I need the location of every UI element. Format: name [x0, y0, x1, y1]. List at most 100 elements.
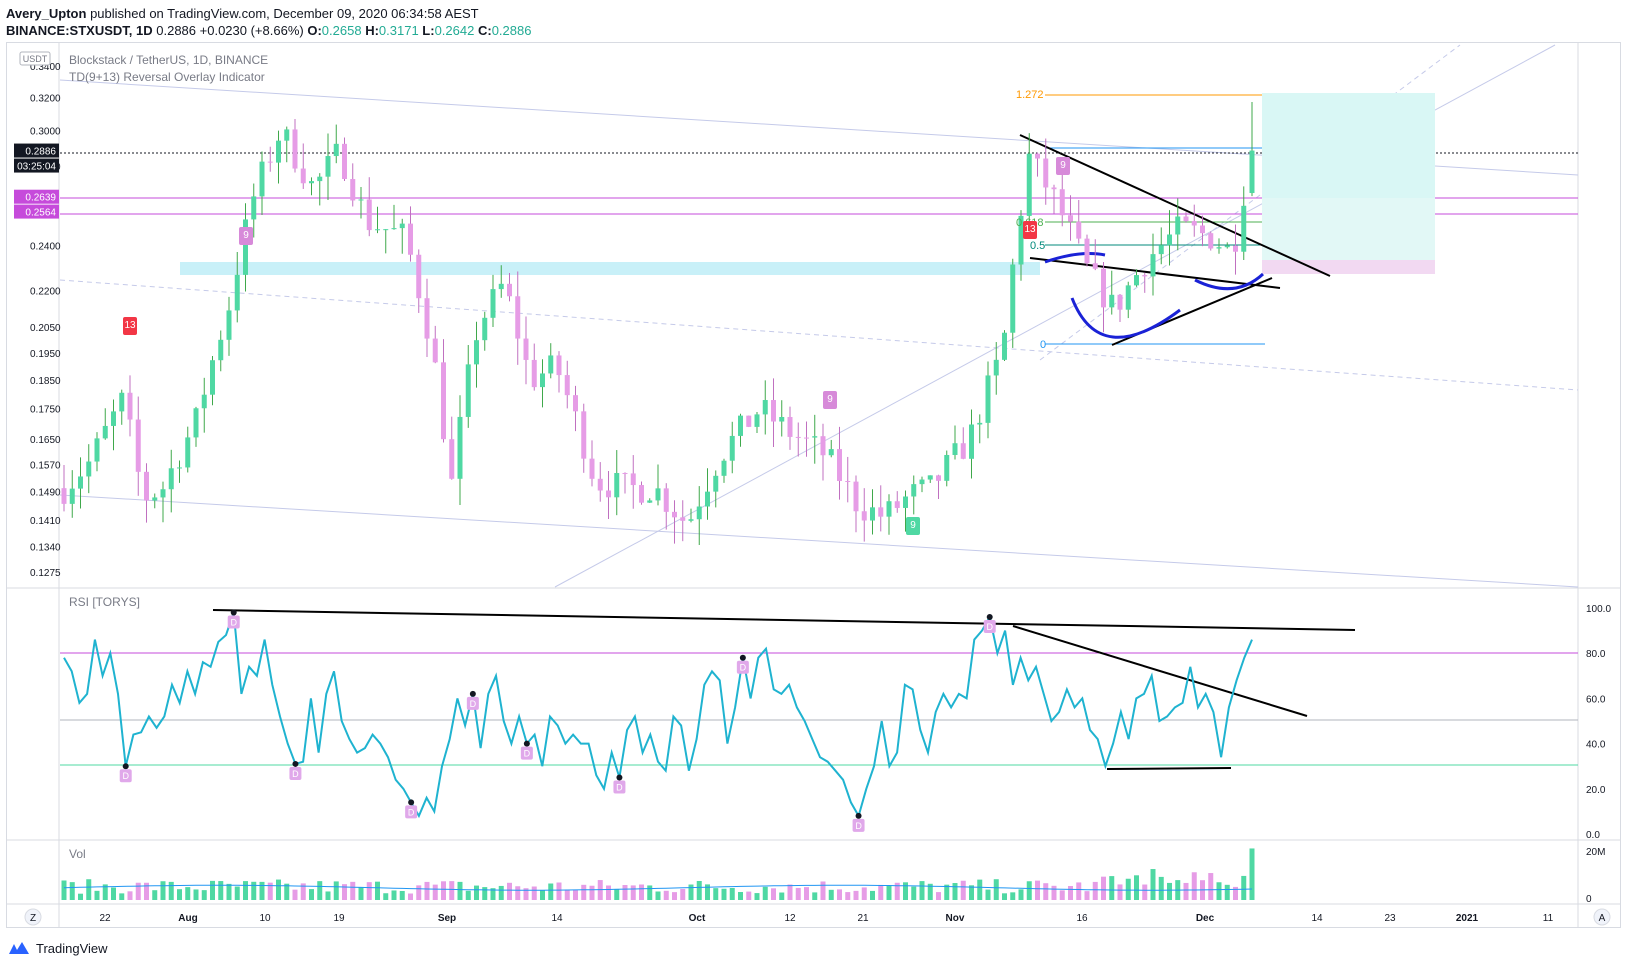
high-label: H: — [365, 23, 379, 38]
rsi-trendline-desc[interactable] — [1012, 625, 1308, 717]
arc-left-shoulder[interactable] — [1044, 252, 1106, 264]
candle-body — [1010, 264, 1016, 333]
candle-body — [556, 355, 562, 376]
rsi-div-marker[interactable] — [405, 805, 418, 819]
zoom-button[interactable] — [24, 908, 42, 926]
price-tick-label: 0.1410 — [30, 516, 61, 527]
entry-zone[interactable] — [1262, 198, 1435, 263]
price-tick-label: 0.3200 — [30, 93, 61, 104]
volume-bar — [927, 883, 933, 900]
rsi-div-marker[interactable] — [983, 620, 996, 634]
currency-badge[interactable] — [19, 51, 51, 66]
rsi-div-marker-label: D — [408, 807, 415, 817]
channel-line-lower[interactable] — [59, 494, 1579, 588]
time-tick-label: 12 — [784, 913, 796, 924]
rsi-line[interactable] — [63, 612, 1253, 819]
volume-ma-line — [63, 884, 1253, 891]
rsi-div-marker-label: D — [230, 618, 237, 628]
target-zone[interactable] — [1262, 93, 1435, 198]
auto-scale-button-label: A — [1599, 913, 1606, 924]
arc-right-shoulder[interactable] — [1194, 272, 1265, 291]
volume-bar — [127, 891, 133, 900]
author-name[interactable]: Avery_Upton — [6, 6, 87, 21]
trendline-descending[interactable] — [1019, 134, 1331, 277]
volume-bar — [1167, 882, 1172, 900]
footer-brand[interactable]: TradingView — [36, 940, 108, 956]
main-price-axis[interactable]: 0.34000.32000.30000.28000.24000.22000.20… — [14, 51, 61, 579]
rsi-div-marker[interactable] — [466, 696, 479, 710]
volume-bar — [1076, 882, 1082, 900]
td-marker[interactable] — [239, 227, 253, 245]
td-marker[interactable] — [906, 517, 920, 535]
channel-line-dashed-2[interactable] — [1039, 44, 1461, 361]
rsi-div-marker[interactable] — [289, 766, 302, 780]
rsi-axis[interactable]: 100.0 80.0 60.0 40.0 20.0 0.0 — [1586, 604, 1611, 841]
volume-bar — [1043, 883, 1049, 900]
support-zone[interactable] — [180, 262, 1040, 275]
rsi-div-marker[interactable] — [227, 615, 240, 629]
volume-bar — [729, 887, 735, 900]
candle-body — [144, 471, 149, 501]
candle-body — [1109, 294, 1115, 308]
candle-body — [441, 362, 446, 440]
candle-body — [828, 449, 834, 456]
auto-scale-button[interactable] — [1593, 908, 1611, 926]
time-axis[interactable]: 22 Aug 10 19 Sep 14 Oct 12 21 Nov 16 Dec 14 23 2021 11 Z… — [24, 908, 1611, 926]
volume-bar — [416, 885, 422, 900]
candle-body — [614, 473, 620, 498]
candle-body — [696, 506, 702, 520]
rsi-div-marker[interactable] — [520, 746, 533, 760]
rsi-div-marker[interactable] — [852, 818, 865, 832]
volume-bar — [944, 884, 950, 900]
stop-zone[interactable] — [1262, 260, 1435, 274]
rsi-div-marker[interactable] — [613, 780, 626, 794]
volume-bar — [713, 888, 719, 900]
candle-body — [597, 478, 603, 491]
volume-bar — [969, 885, 974, 900]
volume-bar — [845, 892, 851, 900]
price-tick-label: 0.3000 — [30, 127, 61, 138]
volume-bar — [903, 882, 908, 900]
volume-bar — [853, 890, 859, 900]
rsi-div-marker[interactable] — [119, 769, 132, 783]
candle-body — [391, 228, 397, 230]
indicator-title: TD(9+13) Reversal Overlay Indicator — [69, 70, 265, 84]
candle-body — [606, 490, 611, 498]
volume-bar — [688, 884, 694, 900]
volume-bar — [350, 881, 356, 900]
channel-line-dashed[interactable] — [59, 279, 1579, 391]
volume-axis[interactable]: 20M 0 — [1586, 847, 1605, 905]
volume-bar — [375, 881, 380, 900]
volume-bar — [449, 881, 455, 900]
td-marker[interactable] — [823, 391, 837, 409]
rsi-trendline-base[interactable] — [1106, 767, 1232, 770]
rsi-div-marker[interactable] — [736, 660, 749, 674]
level-badge-1 — [14, 189, 59, 204]
rsi-div-marker-label: D — [740, 663, 747, 673]
arc-head[interactable] — [1070, 297, 1181, 339]
rsi-tick-label: 40.0 — [1586, 740, 1606, 751]
candle-body — [1125, 285, 1131, 310]
volume-bar — [498, 885, 504, 900]
volume-bar — [754, 893, 760, 900]
symbol-line: BINANCE:STXUSDT, 1D 0.2886 +0.0230 (+8.6… — [6, 22, 531, 39]
volume-bar — [573, 890, 578, 900]
candle-body — [210, 360, 215, 395]
td-marker[interactable] — [123, 317, 137, 335]
td-marker[interactable] — [1056, 157, 1070, 175]
candle-body — [498, 283, 504, 290]
candle-body — [622, 473, 628, 475]
candle-body — [119, 392, 125, 412]
volume-bar — [201, 890, 207, 900]
volume-bar — [894, 882, 900, 900]
volume-bar — [1233, 886, 1238, 900]
volume-bar — [243, 881, 248, 900]
volume-bar — [317, 881, 323, 900]
rsi-trendline-top[interactable] — [212, 609, 1356, 631]
tradingview-logo-icon[interactable] — [8, 941, 30, 955]
volume-bar — [1026, 881, 1032, 900]
candle-body — [234, 274, 240, 311]
volume-bar — [61, 880, 67, 900]
td-marker[interactable] — [1023, 221, 1037, 239]
